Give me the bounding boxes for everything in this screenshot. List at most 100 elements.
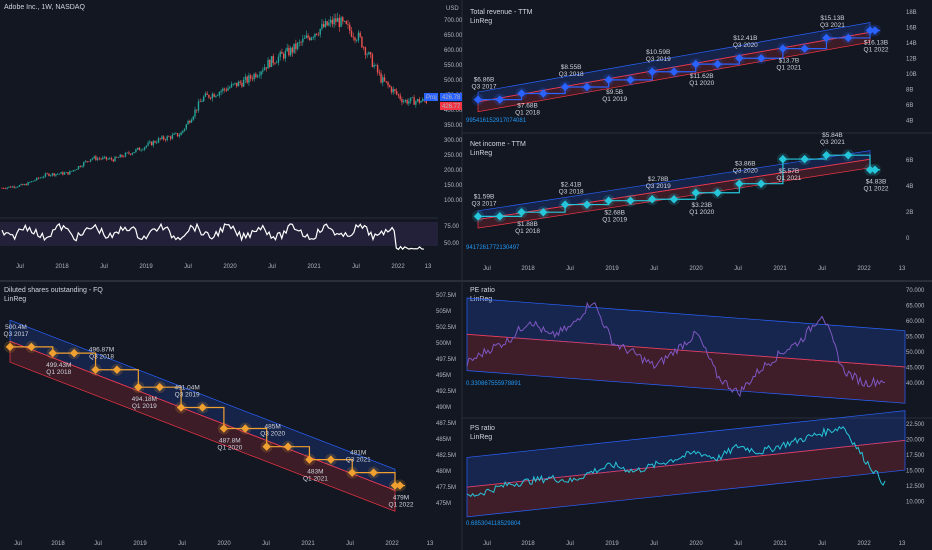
candle-body [171,134,174,139]
shares-label-quarter: Q3 2017 [4,331,29,338]
candle-body [314,33,316,38]
revenue-label-quarter: Q3 2020 [733,42,758,49]
candle-body [67,172,69,175]
candle-body [282,53,285,59]
shares-subtitle: LinReg [4,296,26,303]
pe-y-tick-1: 65.000 [906,304,925,310]
candle-body [279,51,281,57]
revenue-marker [473,95,483,104]
candle-body [194,109,196,117]
ps-y-tick-2: 17.500 [906,453,925,459]
candle-body [389,85,391,88]
income-label-quarter: Q1 2020 [689,209,714,216]
income-label-quarter: Q1 2022 [864,186,889,193]
candle-body [408,101,410,104]
income-x-tick-3: 2019 [605,266,619,272]
shares-label-quarter: Q1 2021 [303,476,328,483]
revenue-y-tick-1: 16B [906,26,917,32]
shares-marker [176,403,186,412]
income-y-tick-2: 2B [906,210,913,216]
income-x-tick-10: 13 [899,266,906,272]
ps-y-tick-5: 10.000 [906,500,925,506]
candle-body [390,87,393,93]
candle-body [413,97,415,105]
shares-marker [112,365,122,374]
income-subtitle: LinReg [470,150,492,157]
candle-body [411,97,414,98]
revenue-label-value: $15.13B [820,15,844,22]
candle-body [95,156,97,160]
candle-body [401,99,403,103]
income-label-quarter: Q1 2019 [602,217,627,224]
candle-body [89,159,92,162]
candle-body [116,156,118,158]
candle-body [425,100,427,104]
candle-body [201,101,203,102]
price-x-tick-6: Jul [268,264,276,270]
candle-body [91,158,94,160]
candle-body [380,73,382,83]
revenue-marker [495,95,505,104]
candle-body [402,101,405,103]
candle-body [368,52,370,55]
candle-body [241,83,243,87]
shares-label-value: 491.04M [174,385,199,392]
pe-y-tick-6: 40.000 [906,381,925,387]
income-x-tick-0: Jul [483,266,491,272]
ps-x-tick-2: Jul [566,541,574,547]
shares-regression-line [9,340,396,491]
candle-body [236,82,238,87]
candle-body [270,56,273,68]
shares-y-tick-1: 505M [436,309,451,315]
candle-body [312,37,314,38]
candle-body [244,76,247,80]
price-tick-7: 350.00 [444,123,463,129]
candle-body [338,17,341,27]
candle-body [161,136,163,140]
candle-body [159,138,161,140]
candle-body [140,149,142,151]
candle-body [173,133,175,135]
candle-body [164,139,167,141]
candle-body [93,156,95,159]
income-label-quarter: Q3 2018 [559,189,584,196]
candle-body [223,88,226,90]
revenue-label-quarter: Q3 2019 [646,56,671,63]
candle-body [263,67,266,71]
candle-body [83,162,85,167]
price-tick-2: 600.00 [444,48,463,54]
price-x-tick-8: Jul [352,264,360,270]
ps-subtitle: LinReg [470,434,492,441]
candle-body [267,59,269,69]
shares-marker [347,468,357,477]
candle-body [20,184,22,186]
shares-label-value: 481M [350,450,366,457]
income-label-value: $5.84B [822,132,843,139]
candle-body [376,65,379,73]
candle-body [81,166,83,167]
candle-body [36,177,38,181]
candle-body [124,152,127,157]
shares-marker [155,382,164,392]
pe-y-tick-0: 70.000 [906,288,925,294]
candle-body [216,95,219,96]
income-marker [473,212,483,221]
shares-y-tick-12: 477.5M [436,485,456,491]
income-label-quarter: Q3 2021 [820,139,845,146]
candle-body [213,93,215,97]
candle-body [74,169,76,171]
candle-body [218,92,221,96]
shares-y-tick-8: 487.5M [436,421,456,427]
candle-body [70,171,73,172]
shares-marker [305,455,314,464]
income-x-tick-6: Jul [734,266,742,272]
candle-body [32,180,34,182]
shares-x-tick-5: 2020 [217,541,231,547]
price-tick-9: 250.00 [444,153,463,159]
revenue-label-value: $10.59B [646,49,670,56]
shares-label-value: 500.4M [5,324,27,331]
candle-body [352,36,354,38]
ps-x-tick-9: 2022 [857,541,871,547]
candle-body [150,141,153,146]
